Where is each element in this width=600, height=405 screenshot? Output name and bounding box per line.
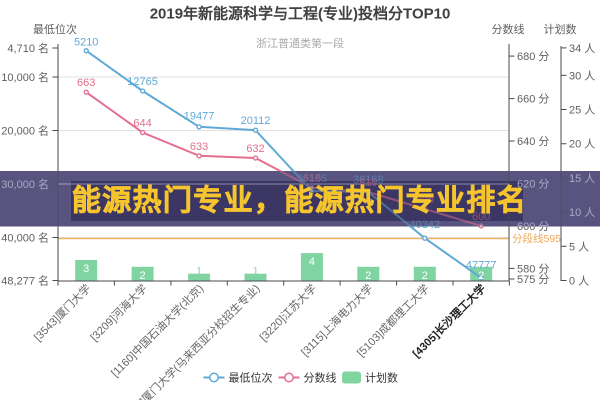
svg-text:616: 616 xyxy=(359,177,377,189)
svg-text:2: 2 xyxy=(478,270,484,282)
svg-text:36168: 36168 xyxy=(353,174,384,186)
svg-text:40,000 名: 40,000 名 xyxy=(1,231,49,245)
svg-text:36165: 36165 xyxy=(297,173,328,185)
svg-text:12765: 12765 xyxy=(127,76,158,88)
svg-text:4: 4 xyxy=(309,256,315,268)
svg-text:最低位次: 最低位次 xyxy=(229,371,273,385)
svg-text:2: 2 xyxy=(140,270,146,282)
svg-text:能源热门专业，能源热门专业排名: 能源热门专业，能源热门专业排名 xyxy=(72,184,527,217)
svg-text:1: 1 xyxy=(196,266,202,278)
svg-text:47777: 47777 xyxy=(466,260,497,272)
svg-text:0 人: 0 人 xyxy=(569,275,589,288)
svg-text:浙江普通类第一段: 浙江普通类第一段 xyxy=(256,36,344,50)
svg-text:2: 2 xyxy=(422,270,428,282)
svg-text:2: 2 xyxy=(365,270,371,282)
svg-text:10,000 名: 10,000 名 xyxy=(1,70,49,84)
svg-text:10 人: 10 人 xyxy=(569,206,595,219)
svg-text:计划数: 计划数 xyxy=(365,372,398,385)
svg-text:25 人: 25 人 xyxy=(569,104,595,117)
svg-text:633: 633 xyxy=(190,141,208,153)
svg-text:600 分: 600 分 xyxy=(517,220,549,233)
svg-text:20,000 名: 20,000 名 xyxy=(1,124,49,138)
svg-text:660 分: 660 分 xyxy=(517,93,549,106)
svg-text:4,710 名: 4,710 名 xyxy=(7,41,49,55)
svg-text:40342: 40342 xyxy=(410,219,441,231)
svg-text:5 人: 5 人 xyxy=(569,240,589,253)
svg-text:分段线595: 分段线595 xyxy=(512,232,561,245)
svg-text:580 分: 580 分 xyxy=(517,262,549,275)
svg-text:680 分: 680 分 xyxy=(517,50,549,63)
svg-text:分数线: 分数线 xyxy=(492,22,525,36)
svg-text:最低位次: 最低位次 xyxy=(33,22,77,36)
svg-text:30 人: 30 人 xyxy=(569,69,595,82)
svg-text:34 人: 34 人 xyxy=(569,42,595,55)
svg-text:600: 600 xyxy=(472,211,490,223)
svg-text:30,000 名: 30,000 名 xyxy=(1,177,49,191)
svg-text:5210: 5210 xyxy=(74,37,98,49)
svg-text:19477: 19477 xyxy=(184,111,215,123)
svg-text:20 人: 20 人 xyxy=(569,138,595,151)
svg-text:15 人: 15 人 xyxy=(569,172,595,185)
svg-text:618: 618 xyxy=(303,173,321,185)
svg-text:2019年新能源科学与工程(专业)投档分TOP10: 2019年新能源科学与工程(专业)投档分TOP10 xyxy=(150,5,451,23)
svg-text:640 分: 640 分 xyxy=(517,135,549,148)
svg-text:1: 1 xyxy=(252,266,258,278)
svg-text:620 分: 620 分 xyxy=(517,178,549,191)
svg-text:计划数: 计划数 xyxy=(544,23,577,36)
svg-text:575 分: 575 分 xyxy=(517,273,549,286)
svg-text:48,277 名: 48,277 名 xyxy=(1,274,49,288)
svg-text:663: 663 xyxy=(77,77,95,89)
svg-text:3: 3 xyxy=(83,263,89,275)
svg-text:632: 632 xyxy=(246,143,264,155)
svg-text:分数线: 分数线 xyxy=(304,371,337,385)
svg-text:20112: 20112 xyxy=(241,115,271,127)
svg-text:608: 608 xyxy=(416,194,434,206)
svg-text:644: 644 xyxy=(133,118,151,130)
